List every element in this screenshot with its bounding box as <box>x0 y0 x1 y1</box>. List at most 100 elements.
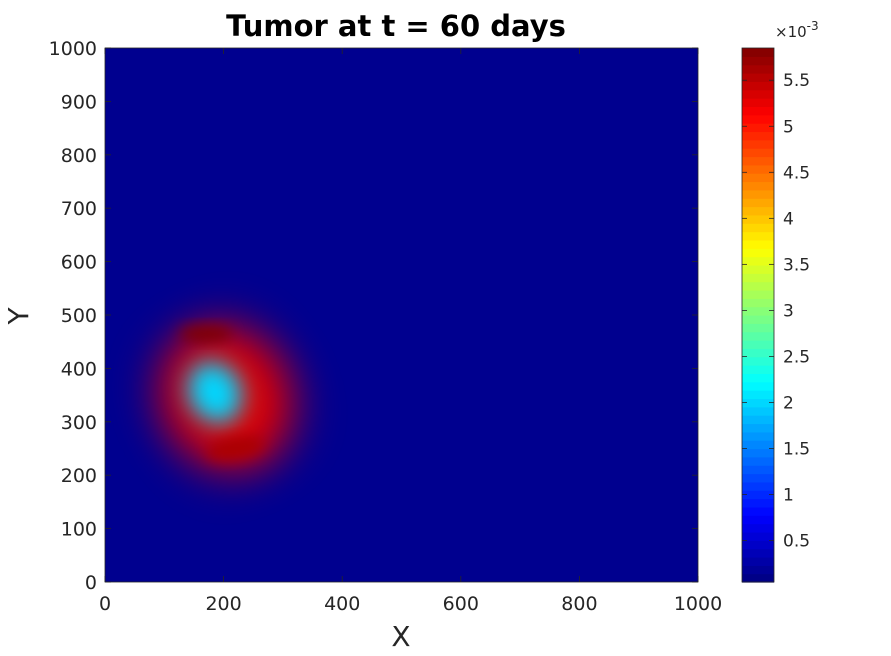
colorbar-band <box>742 448 774 458</box>
colorbar-band <box>742 264 774 274</box>
colorbar-band <box>742 506 774 516</box>
colorbar-band <box>742 298 774 308</box>
y-tick-label: 700 <box>61 198 97 220</box>
colorbar-exponent: ×10-3 <box>775 19 819 41</box>
y-axis: 0 100 200 300 400 500 600 700 800 900 1000 <box>49 38 698 594</box>
plot-area <box>104 47 699 583</box>
chart-title: Tumor at t = 60 days <box>226 9 566 43</box>
colorbar-band <box>742 490 774 500</box>
colorbar-band <box>742 81 774 91</box>
colorbar-band <box>742 315 774 324</box>
colorbar-band <box>742 273 774 283</box>
y-tick-label: 400 <box>61 358 97 380</box>
colorbar-band <box>742 423 774 433</box>
colorbar-band <box>742 331 774 341</box>
heatmap-feature-hotspot <box>179 325 233 342</box>
x-tick-label: 0 <box>99 593 111 615</box>
colorbar-band <box>742 181 774 191</box>
colorbar-band <box>742 556 774 566</box>
colorbar-band <box>742 123 774 133</box>
colorbar: 0.5 1 1.5 2 2.5 3 3.5 4 4.5 5 5.5 ×10-3 <box>741 19 819 583</box>
colorbar-band <box>742 256 774 266</box>
colorbar-band <box>742 523 774 533</box>
colorbar-tick-label: 1 <box>783 486 794 506</box>
colorbar-band <box>742 64 774 74</box>
colorbar-band <box>742 139 774 149</box>
plot-background <box>105 48 698 582</box>
y-tick-label: 100 <box>61 519 97 541</box>
x-tick-label: 400 <box>324 593 360 615</box>
colorbar-band <box>742 289 774 299</box>
heatmap-feature-core <box>186 361 243 424</box>
colorbar-tick-label: 4 <box>783 209 794 229</box>
colorbar-band <box>742 189 774 199</box>
x-tick-label: 600 <box>443 593 479 615</box>
y-tick-label: 200 <box>61 465 97 487</box>
colorbar-band <box>742 89 774 99</box>
colorbar-band <box>742 406 774 416</box>
colorbar-tick-label: 0.5 <box>783 532 810 552</box>
colorbar-band <box>742 515 774 525</box>
colorbar-band <box>742 398 774 408</box>
colorbar-band <box>742 73 774 82</box>
colorbar-band <box>742 223 774 233</box>
colorbar-band <box>742 281 774 291</box>
colorbar-band <box>742 473 774 483</box>
colorbar-band <box>742 98 774 108</box>
colorbar-band <box>742 239 774 249</box>
colorbar-band <box>742 323 774 333</box>
colorbar-band <box>742 565 774 575</box>
heatmap-feature-hotspot <box>206 436 265 461</box>
colorbar-band <box>742 540 774 550</box>
colorbar-band <box>742 348 774 358</box>
colorbar-band <box>742 381 774 391</box>
colorbar-tick-label: 4.5 <box>783 163 810 183</box>
y-axis-label: Y <box>2 307 35 326</box>
y-tick-label: 1000 <box>49 38 97 60</box>
colorbar-band <box>742 231 774 241</box>
colorbar-tick-label: 5 <box>783 117 794 137</box>
x-axis-label: X <box>391 620 410 653</box>
colorbar-band <box>742 114 774 124</box>
colorbar-band <box>742 573 774 583</box>
colorbar-tick-label: 1.5 <box>783 440 810 460</box>
colorbar-band <box>742 390 774 400</box>
colorbar-tick-label: 5.5 <box>783 71 810 91</box>
y-tick-label: 500 <box>61 305 97 327</box>
colorbar-band <box>742 340 774 349</box>
colorbar-band <box>742 106 774 116</box>
colorbar-tick-label: 3 <box>783 301 794 321</box>
colorbar-band <box>742 206 774 216</box>
colorbar-band <box>742 356 774 366</box>
y-tick-label: 0 <box>85 572 97 594</box>
y-tick-label: 300 <box>61 412 97 434</box>
colorbar-band <box>742 214 774 224</box>
colorbar-band <box>742 498 774 508</box>
colorbar-band <box>742 156 774 166</box>
colorbar-band <box>742 131 774 141</box>
colorbar-band <box>742 173 774 183</box>
colorbar-band <box>742 373 774 383</box>
colorbar-band <box>742 415 774 425</box>
y-tick-label: 800 <box>61 145 97 167</box>
colorbar-tick-label: 2 <box>783 393 794 413</box>
y-tick-label: 900 <box>61 91 97 113</box>
colorbar-band <box>742 365 774 375</box>
colorbar-band <box>742 548 774 558</box>
colorbar-band <box>742 198 774 208</box>
colorbar-band <box>742 306 774 316</box>
colorbar-band <box>742 456 774 466</box>
colorbar-band <box>742 431 774 441</box>
colorbar-band <box>742 465 774 475</box>
y-tick-label: 600 <box>61 252 97 274</box>
colorbar-frame <box>741 47 775 583</box>
colorbar-exponent-base: ×10 <box>775 23 807 41</box>
colorbar-band <box>742 48 774 57</box>
colorbar-tick-label: 3.5 <box>783 255 810 275</box>
colorbar-tick-label: 2.5 <box>783 347 810 367</box>
colorbar-band <box>742 481 774 491</box>
colorbar-band <box>742 531 774 541</box>
colorbar-band <box>742 56 774 66</box>
colorbar-band <box>742 148 774 158</box>
